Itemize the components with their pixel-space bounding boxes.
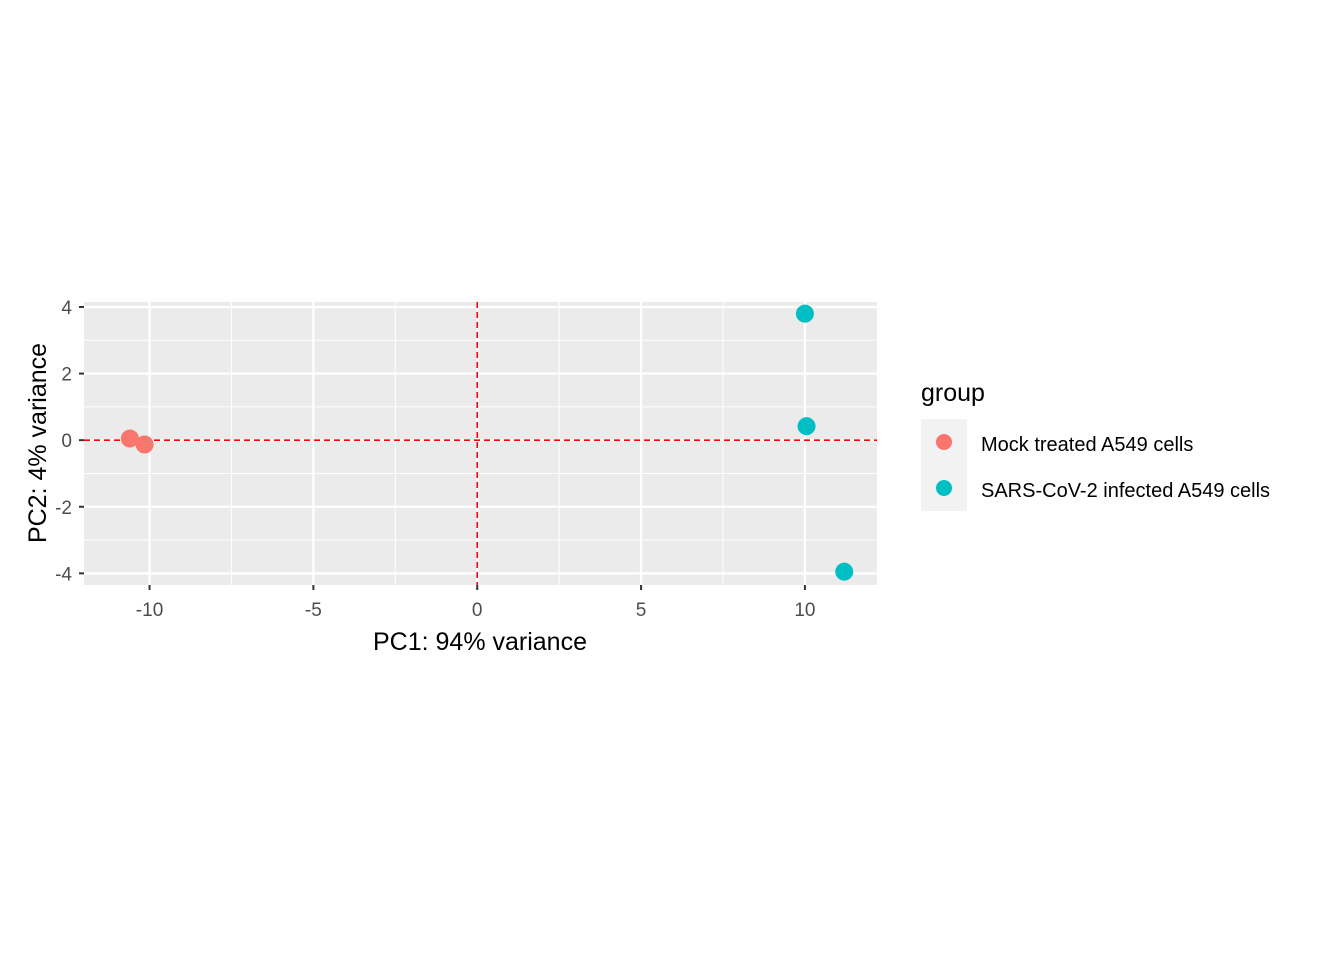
x-tick-label: -5	[305, 600, 322, 621]
mock-point	[120, 429, 139, 448]
y-tick-label: 2	[61, 365, 72, 386]
x-axis-title: PC1: 94% variance	[373, 628, 587, 656]
major-gridlines	[84, 302, 877, 585]
y-tick-label: -4	[55, 564, 72, 585]
x-tick-label: -10	[136, 600, 163, 621]
y-tick-label: 0	[61, 431, 72, 452]
y-tick-label: -2	[55, 498, 72, 519]
panel-background	[84, 302, 877, 585]
sars-point	[835, 562, 854, 581]
mock-point	[135, 435, 154, 454]
legend-title: group	[921, 379, 985, 407]
data-points	[120, 304, 854, 581]
y-tick-label: 4	[61, 298, 72, 319]
y-axis-title: PC2: 4% variance	[24, 343, 52, 543]
legend-label-sars: SARS-CoV-2 infected A549 cells	[981, 480, 1270, 502]
x-tick-label: 5	[636, 600, 647, 621]
x-tick-label: 0	[472, 600, 483, 621]
legend-label-mock: Mock treated A549 cells	[981, 434, 1193, 456]
legend-key-sars	[936, 480, 952, 496]
x-axis-ticks: -10 -5 0 5 10	[136, 585, 815, 621]
legend-key-mock	[936, 434, 952, 450]
minor-gridlines	[84, 302, 877, 585]
reference-lines	[84, 302, 877, 585]
legend: group Mock treated A549 cells SARS-CoV-2…	[921, 379, 1270, 511]
x-tick-label: 10	[794, 600, 815, 621]
sars-point	[795, 304, 814, 323]
legend-key-background	[921, 419, 967, 511]
sars-point	[797, 417, 816, 436]
y-axis-ticks: -4 -2 0 2 4	[55, 298, 84, 585]
